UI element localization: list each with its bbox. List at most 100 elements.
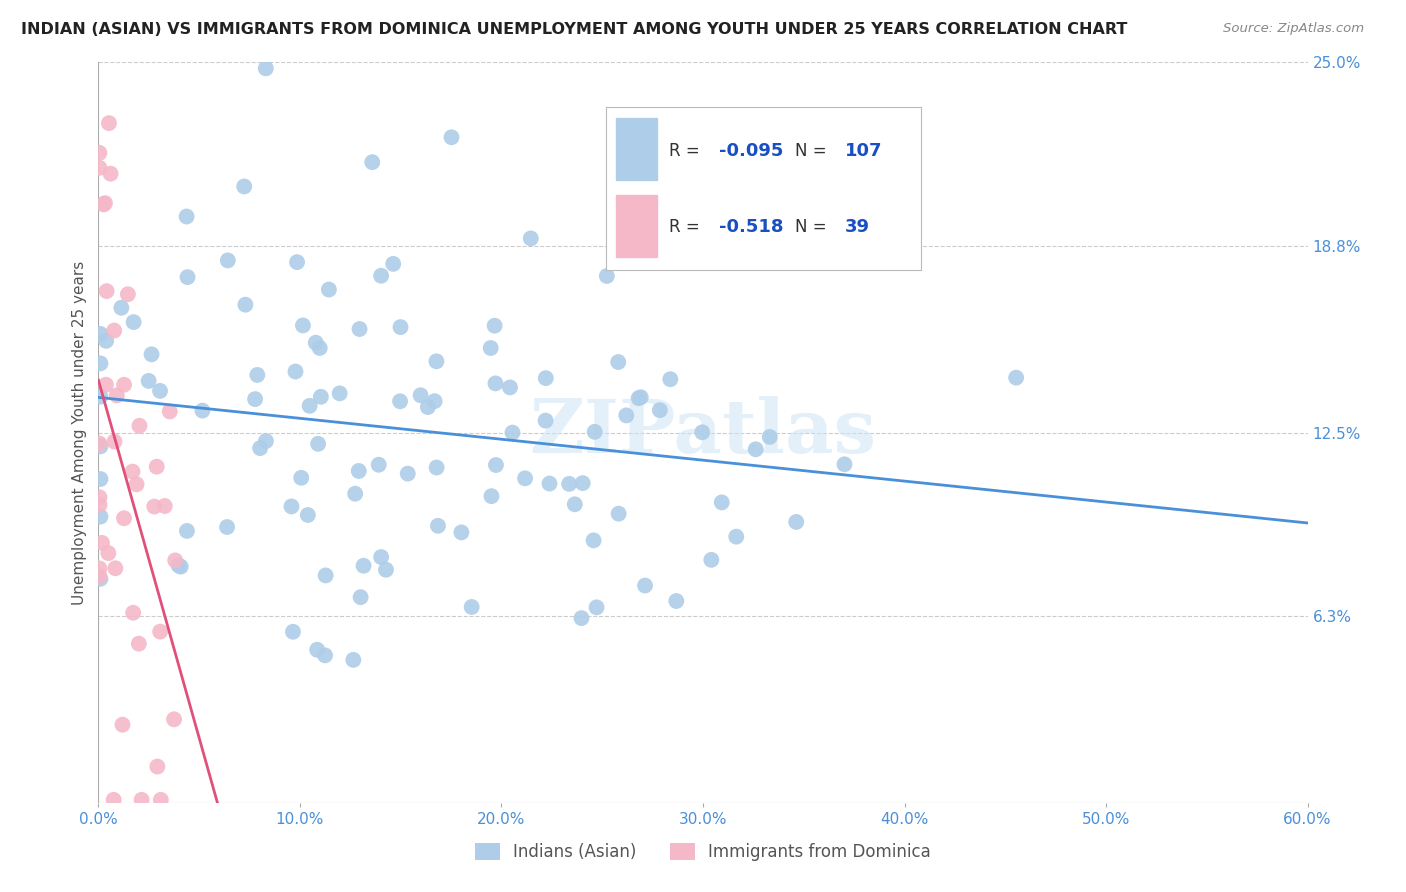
- Point: [94, 334, 117, 348]
- Point: [534, 371, 557, 385]
- Point: [396, 467, 419, 481]
- Point: [409, 388, 432, 402]
- Point: [125, 477, 148, 491]
- Point: [426, 460, 449, 475]
- Point: [159, 404, 181, 418]
- Point: [307, 437, 329, 451]
- Point: [235, 298, 257, 312]
- Point: [700, 553, 723, 567]
- Point: [191, 403, 214, 417]
- Point: [246, 368, 269, 382]
- Point: [370, 550, 392, 565]
- Point: [97, 546, 120, 560]
- Point: [481, 489, 503, 503]
- Point: [416, 400, 439, 414]
- Point: [112, 377, 135, 392]
- Point: [710, 495, 733, 509]
- Point: [284, 365, 307, 379]
- Point: [131, 793, 153, 807]
- Point: [725, 530, 748, 544]
- Point: [233, 179, 256, 194]
- Point: [665, 594, 688, 608]
- Point: [329, 386, 352, 401]
- Point: [375, 563, 398, 577]
- Point: [596, 268, 619, 283]
- Point: [89, 390, 111, 404]
- Point: [534, 414, 557, 428]
- Point: [117, 287, 139, 301]
- Point: [564, 497, 586, 511]
- Point: [367, 458, 389, 472]
- Point: [111, 717, 134, 731]
- Text: Source: ZipAtlas.com: Source: ZipAtlas.com: [1223, 22, 1364, 36]
- Point: [149, 624, 172, 639]
- Point: [141, 347, 163, 361]
- Point: [243, 392, 266, 406]
- Point: [423, 394, 446, 409]
- Point: [571, 476, 593, 491]
- Point: [96, 284, 118, 298]
- Point: [249, 441, 271, 455]
- Point: [89, 572, 111, 586]
- Point: [347, 464, 370, 478]
- Point: [389, 394, 412, 409]
- Point: [103, 324, 125, 338]
- Point: [479, 341, 502, 355]
- Point: [501, 425, 523, 440]
- Point: [97, 116, 120, 130]
- Point: [110, 301, 132, 315]
- Point: [254, 434, 277, 448]
- Point: [315, 568, 337, 582]
- Point: [571, 611, 593, 625]
- Point: [370, 268, 392, 283]
- Point: [450, 525, 472, 540]
- Point: [138, 374, 160, 388]
- Point: [89, 472, 111, 486]
- Point: [165, 553, 187, 567]
- Text: ZIPatlas: ZIPatlas: [530, 396, 876, 469]
- Point: [217, 520, 239, 534]
- Point: [153, 499, 176, 513]
- Point: [314, 648, 336, 663]
- Point: [425, 354, 447, 368]
- Point: [89, 439, 111, 453]
- Legend: Indians (Asian), Immigrants from Dominica: Indians (Asian), Immigrants from Dominic…: [475, 843, 931, 861]
- Point: [94, 377, 117, 392]
- Point: [280, 500, 302, 514]
- Point: [89, 356, 111, 370]
- Point: [89, 161, 111, 175]
- Point: [305, 335, 328, 350]
- Point: [361, 155, 384, 169]
- Point: [318, 283, 340, 297]
- Point: [460, 599, 482, 614]
- Point: [103, 434, 125, 449]
- Point: [583, 425, 606, 439]
- Point: [128, 637, 150, 651]
- Y-axis label: Unemployment Among Youth under 25 years: Unemployment Among Youth under 25 years: [72, 260, 87, 605]
- Point: [281, 624, 304, 639]
- Point: [659, 372, 682, 386]
- Point: [94, 196, 117, 211]
- Point: [149, 793, 172, 807]
- Point: [758, 430, 780, 444]
- Point: [834, 457, 856, 471]
- Point: [89, 490, 111, 504]
- Point: [349, 590, 371, 604]
- Point: [105, 388, 128, 402]
- Text: INDIAN (ASIAN) VS IMMIGRANTS FROM DOMINICA UNEMPLOYMENT AMONG YOUTH UNDER 25 YEA: INDIAN (ASIAN) VS IMMIGRANTS FROM DOMINI…: [21, 22, 1128, 37]
- Point: [648, 403, 671, 417]
- Point: [634, 578, 657, 592]
- Point: [607, 355, 630, 369]
- Point: [170, 559, 193, 574]
- Point: [1005, 370, 1028, 384]
- Point: [89, 561, 111, 575]
- Point: [149, 384, 172, 398]
- Point: [427, 518, 450, 533]
- Point: [308, 341, 330, 355]
- Point: [89, 509, 111, 524]
- Point: [112, 511, 135, 525]
- Point: [143, 500, 166, 514]
- Point: [89, 569, 111, 583]
- Point: [309, 390, 332, 404]
- Point: [217, 253, 239, 268]
